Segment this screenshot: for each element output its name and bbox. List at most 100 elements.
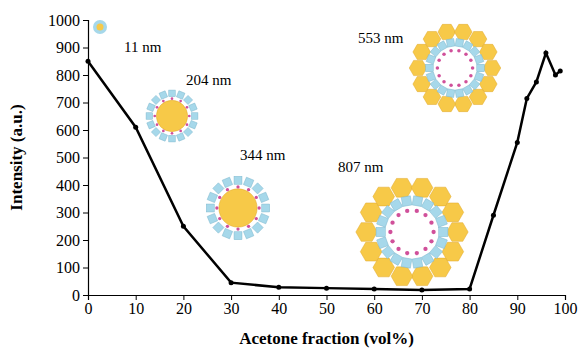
micelle-dot — [431, 230, 435, 234]
micelle-unit — [437, 41, 447, 51]
data-point — [419, 288, 424, 293]
tick-label: 600 — [56, 122, 80, 139]
data-point — [558, 68, 563, 73]
micelle-dot — [405, 209, 409, 213]
tick-mark — [470, 295, 471, 300]
micelle-unit — [213, 222, 224, 233]
tick: 400 — [56, 177, 88, 194]
micelle-dot — [415, 251, 419, 255]
micelle-unit — [430, 79, 441, 90]
tick: 60 — [367, 295, 383, 317]
micelle-block — [454, 96, 472, 111]
micelle-unit — [401, 196, 412, 207]
tick-mark — [83, 130, 88, 131]
micelle-dot — [429, 239, 433, 243]
tick-mark — [83, 185, 88, 186]
tick-mark — [422, 295, 423, 300]
tick-mark — [517, 295, 518, 300]
tick-mark — [231, 295, 232, 300]
micelle-dot — [236, 185, 239, 188]
micelle-dot — [186, 123, 189, 126]
micelle-unit — [426, 64, 433, 71]
micelle-dot — [236, 227, 239, 230]
data-point — [534, 79, 539, 84]
micelle-unit — [430, 205, 443, 218]
micelle-unit — [258, 213, 268, 223]
micelle-dot — [162, 100, 165, 103]
micelle-unit — [213, 183, 224, 194]
tick-mark — [83, 240, 88, 241]
tick: 500 — [56, 149, 88, 166]
micelle-dot — [469, 59, 473, 63]
micelle-unit — [455, 39, 464, 48]
tick-mark — [83, 48, 88, 49]
tick: 200 — [56, 232, 88, 249]
micelle-unit — [474, 72, 484, 82]
micelle-dot — [179, 100, 182, 103]
micelle-dot — [390, 220, 394, 224]
data-point — [515, 140, 520, 145]
tick-label: 800 — [56, 67, 80, 84]
tick-label: 20 — [176, 300, 192, 317]
micelle-unit — [169, 135, 175, 141]
micelle-shell — [93, 20, 107, 34]
tick-label: 200 — [56, 232, 80, 249]
micelle-unit — [176, 91, 184, 99]
micelle-dot — [429, 220, 433, 224]
micelle-unit — [455, 89, 464, 98]
tick-label: 300 — [56, 204, 80, 221]
micelle-unit — [146, 113, 152, 119]
tick-mark — [83, 213, 88, 214]
micelle-block — [483, 60, 501, 75]
micelle-unit — [401, 258, 412, 269]
illustrations — [93, 20, 501, 286]
tick: 100 — [56, 259, 88, 276]
tick-label: 40 — [271, 300, 287, 317]
micelle-dot — [257, 206, 260, 209]
micelle-dot — [188, 115, 191, 118]
data-point — [324, 286, 329, 291]
micelle-dot — [442, 52, 446, 56]
x-axis-title: Acetone fraction (vol%) — [239, 329, 414, 348]
micelle-block — [409, 60, 427, 75]
tick-label: 400 — [56, 177, 80, 194]
annotation: 344 nm — [240, 147, 286, 163]
micelle-unit — [191, 113, 197, 119]
tick-mark — [83, 295, 88, 296]
chart: 0102030405060708090100010020030040050060… — [0, 0, 582, 350]
micelle-dot — [457, 49, 461, 53]
tick: 0 — [72, 287, 88, 304]
annotation: 553 nm — [358, 30, 404, 46]
tick: 50 — [319, 295, 335, 317]
tick: 700 — [56, 94, 88, 111]
tick-mark — [83, 103, 88, 104]
micelle-unit — [147, 120, 155, 128]
micelle — [206, 176, 269, 239]
micelle-block — [391, 178, 413, 197]
micelle-core — [219, 189, 257, 227]
micelle-dot — [437, 74, 441, 78]
data-point — [229, 280, 234, 285]
tick-mark — [83, 268, 88, 269]
tick-mark — [83, 75, 88, 76]
micelle-dot — [423, 213, 427, 217]
tick-label: 60 — [367, 300, 383, 317]
micelle-unit — [159, 91, 167, 99]
data-point — [543, 51, 548, 56]
micelle-dot — [415, 209, 419, 213]
tick-label: 80 — [462, 300, 478, 317]
tick-label: 0 — [85, 300, 93, 317]
micelle-dot — [449, 83, 453, 87]
tick-label: 0 — [72, 287, 80, 304]
tick: 10 — [128, 295, 144, 317]
micelle-unit — [262, 204, 270, 212]
micelle-dot — [247, 225, 250, 228]
micelle-dot — [171, 132, 174, 135]
micelle-block — [356, 223, 378, 242]
micelle-block — [411, 178, 433, 197]
annotation: 807 nm — [338, 159, 384, 175]
micelle-unit — [474, 54, 484, 64]
micelle-unit — [207, 192, 217, 202]
tick: 20 — [176, 295, 192, 317]
micelle-dot — [186, 106, 189, 109]
